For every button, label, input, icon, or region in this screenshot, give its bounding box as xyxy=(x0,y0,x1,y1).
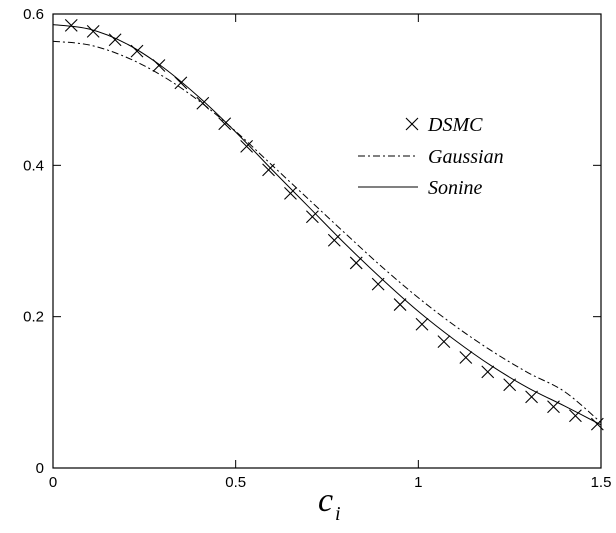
legend-symbol-dsmc xyxy=(405,117,419,131)
marker-stroke xyxy=(415,317,429,331)
data-point-dsmc xyxy=(525,390,538,404)
axis-ticks: 0 0.5 1 1.5 0 0.2 0.4 0.6 xyxy=(23,6,611,491)
marker-stroke xyxy=(437,335,451,349)
data-point-dsmc xyxy=(174,76,188,90)
y-tick-label: 0.4 xyxy=(23,157,44,174)
series-line-gaussian xyxy=(52,40,602,423)
marker-stroke xyxy=(327,233,341,247)
marker-stroke xyxy=(459,351,473,364)
data-point-dsmc xyxy=(590,417,604,431)
marker-stroke xyxy=(218,117,232,131)
data-point-dsmc xyxy=(240,140,254,153)
marker-stroke xyxy=(569,409,582,423)
data-point-dsmc xyxy=(86,25,100,38)
marker-stroke xyxy=(305,210,319,224)
data-point-dsmc xyxy=(393,298,407,311)
x-axis-label: c i xyxy=(318,482,341,525)
marker-stroke xyxy=(108,33,122,47)
x-tick-label: 1.5 xyxy=(591,474,612,491)
plot-frame xyxy=(52,13,602,469)
y-tick-label: 0.6 xyxy=(23,6,44,23)
marker-stroke xyxy=(525,390,538,404)
legend-marker-dsmc xyxy=(405,117,419,131)
data-point-dsmc xyxy=(218,117,232,131)
x-tick-label: 0.5 xyxy=(225,474,246,491)
data-point-dsmc xyxy=(459,351,473,364)
data-point-dsmc xyxy=(437,335,451,349)
marker-stroke xyxy=(503,378,517,392)
legend-label-sonine: Sonine xyxy=(428,177,483,199)
data-point-dsmc xyxy=(64,18,78,32)
x-axis-label-main: c xyxy=(318,482,333,519)
legend-label-dsmc: DSMC xyxy=(427,114,483,136)
y-tick-label: 0 xyxy=(36,460,44,477)
data-point-dsmc xyxy=(415,317,429,331)
marker-stroke xyxy=(481,365,495,379)
marker-stroke xyxy=(393,298,407,311)
marker-stroke xyxy=(152,59,166,72)
marker-stroke xyxy=(240,140,254,153)
x-tick-label: 1 xyxy=(414,474,422,491)
data-point-dsmc xyxy=(305,210,319,224)
data-point-dsmc xyxy=(327,233,341,247)
legend: DSMC Gaussian Sonine xyxy=(358,114,504,199)
marker-stroke xyxy=(405,117,419,131)
data-point-dsmc xyxy=(481,365,495,379)
marker-stroke xyxy=(130,44,144,58)
data-point-dsmc xyxy=(108,33,122,47)
series-layer xyxy=(52,18,604,431)
data-point-dsmc xyxy=(371,277,385,291)
marker-stroke xyxy=(174,76,188,90)
data-point-dsmc xyxy=(569,409,582,423)
data-point-dsmc xyxy=(503,378,517,392)
y-tick-label: 0.2 xyxy=(23,309,44,326)
marker-stroke xyxy=(284,186,297,200)
series-line-sonine xyxy=(52,24,602,426)
marker-stroke xyxy=(86,25,100,38)
x-tick-label: 0 xyxy=(49,474,57,491)
legend-label-gaussian: Gaussian xyxy=(428,146,504,168)
marker-stroke xyxy=(371,277,385,291)
marker-stroke xyxy=(590,417,604,431)
data-point-dsmc xyxy=(284,186,297,200)
marker-stroke xyxy=(64,18,78,32)
x-axis-label-subscript: i xyxy=(335,503,341,525)
